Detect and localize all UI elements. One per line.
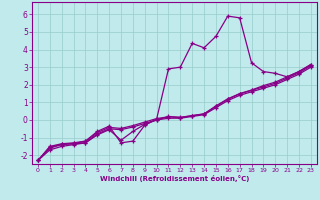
X-axis label: Windchill (Refroidissement éolien,°C): Windchill (Refroidissement éolien,°C) <box>100 175 249 182</box>
